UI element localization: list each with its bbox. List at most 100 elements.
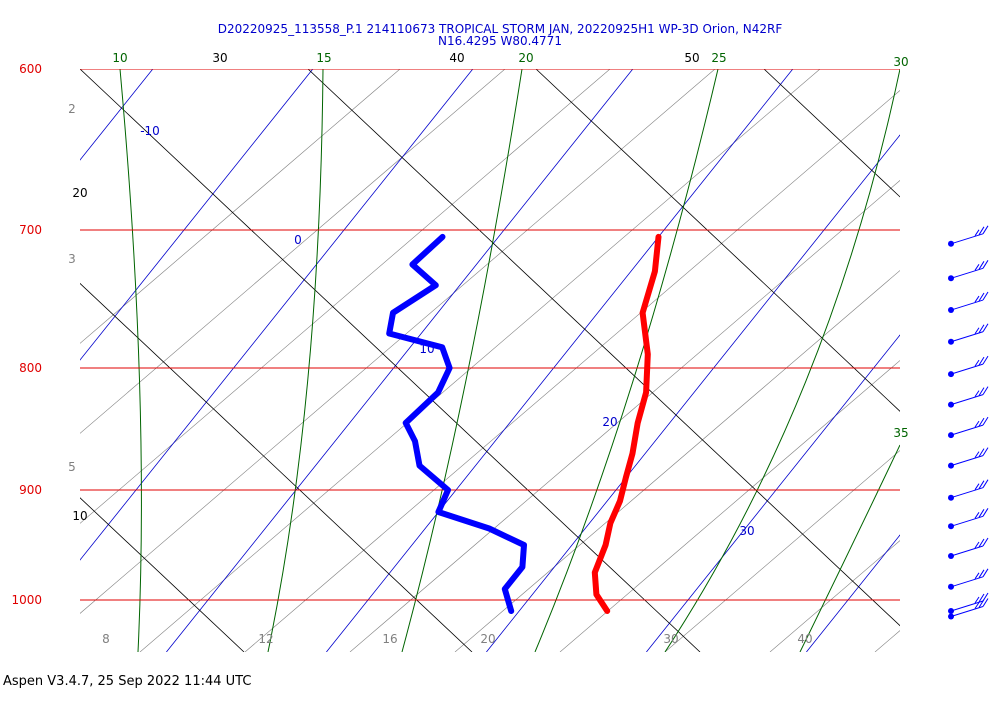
wind-barb-flag: [974, 572, 980, 580]
wind-barb-flag: [978, 599, 985, 608]
wind-barb-flag: [978, 448, 985, 457]
wind-barb-flag: [978, 226, 985, 236]
dry-adiabat-line: [80, 69, 701, 652]
mixing-ratio-line: [80, 69, 611, 524]
mixing-ratio-line: [80, 69, 506, 434]
saturated-adiabat-label: 10: [112, 51, 127, 65]
wind-barb-flag: [982, 355, 989, 365]
wind-barb-flag: [978, 593, 985, 603]
mixing-ratio-line: [980, 69, 1000, 652]
wind-barb-flag: [974, 512, 980, 519]
wind-barb-staff: [950, 545, 984, 557]
isotherm-line: [486, 134, 900, 652]
pressure-label: 700: [19, 223, 42, 237]
isotherm-line: [166, 69, 634, 652]
mixing-ratio-line: [244, 90, 900, 652]
wind-barb-staff: [950, 455, 984, 467]
mixing-ratio-label: 3: [68, 252, 76, 266]
mixing-ratio-label: 12: [258, 632, 273, 646]
wind-barb-flag: [978, 417, 985, 427]
isotherm-line: [80, 69, 314, 361]
dry-adiabat-label: 20: [72, 186, 87, 200]
mixing-ratio-label: 20: [480, 632, 495, 646]
dry-adiabat-label: 10: [72, 509, 87, 523]
dry-adiabat-line: [0, 69, 16, 652]
isotherm-label: 30: [739, 524, 754, 538]
saturated-adiabat-line: [119, 69, 142, 652]
saturated-adiabat-label: 25: [711, 51, 726, 65]
mixing-ratio-line: [139, 69, 821, 652]
wind-barb-flag: [982, 537, 989, 547]
wind-barb-flag: [978, 569, 985, 579]
isotherm-label: -10: [140, 124, 160, 138]
dry-adiabat-label: 50: [684, 51, 699, 65]
pressure-label: 600: [19, 62, 42, 76]
wind-barb-flag: [974, 451, 980, 458]
saturated-adiabat-line: [664, 69, 900, 652]
wind-barb-staff: [950, 576, 984, 588]
wind-barb-flag: [982, 447, 989, 456]
isotherm-line: [326, 69, 794, 652]
mixing-ratio-label: 16: [382, 632, 397, 646]
profiles: [386, 233, 662, 614]
wind-barb-flag: [982, 479, 989, 488]
mixing-ratio-line: [454, 270, 900, 652]
saturated-adiabat-line: [401, 69, 523, 652]
mixing-ratio-label: 5: [68, 460, 76, 474]
isotherm-line: [966, 69, 1000, 652]
wind-barb-staff: [950, 600, 984, 612]
wind-barb-flag: [974, 602, 980, 609]
wind-barb-flag: [974, 596, 980, 604]
chart-subtitle: N16.4295 W80.4771: [438, 34, 562, 48]
chart-title: D20220925_113558_P.1 214110673 TROPICAL …: [218, 22, 783, 36]
wind-barb-flag: [982, 225, 989, 235]
wind-barb-flag: [974, 327, 980, 335]
mixing-ratio-line: [769, 540, 900, 652]
wind-barb-staff: [950, 363, 984, 375]
wind-barb-staff: [950, 267, 984, 279]
mixing-ratio-line: [80, 69, 716, 614]
wind-barb-staff: [950, 331, 984, 343]
wind-barb-flag: [982, 508, 989, 517]
mixing-ratio-line: [80, 69, 401, 344]
pressure-label: 800: [19, 361, 42, 375]
wind-barb-flag: [982, 568, 989, 578]
wind-barb-flag: [974, 229, 980, 237]
wind-barb-flag: [978, 261, 985, 270]
grid-lines: [0, 69, 1000, 652]
mixing-ratio-line: [349, 180, 900, 652]
isotherm-label: 0: [294, 233, 302, 247]
wind-barb-staff: [950, 233, 984, 245]
wind-barb-staff: [950, 487, 984, 499]
pressure-label: 900: [19, 483, 42, 497]
mixing-ratio-label: 2: [68, 102, 76, 116]
saturated-adiabat-label: 15: [316, 51, 331, 65]
wind-barb-staff: [950, 606, 984, 617]
wind-barb-flag: [978, 480, 985, 489]
isotherm-label: 20: [602, 415, 617, 429]
saturated-adiabat-line: [267, 69, 324, 652]
saturated-adiabat-label: 35: [893, 426, 908, 440]
wind-barb-staff: [950, 394, 984, 406]
dry-adiabat-label: 40: [449, 51, 464, 65]
wind-barb-staff: [950, 515, 984, 527]
wind-barb-flag: [978, 538, 985, 548]
dry-adiabat-line: [763, 69, 900, 198]
wind-barb-staff: [950, 424, 984, 436]
mixing-ratio-line: [664, 450, 900, 652]
wind-barb-flag: [974, 483, 980, 490]
wind-barb-flag: [974, 420, 980, 428]
wind-barb-flag: [982, 386, 989, 395]
dry-adiabat-label: 30: [212, 51, 227, 65]
mixing-ratio-label: 30: [663, 632, 678, 646]
dry-adiabat-line: [535, 69, 900, 412]
wind-barb-flag: [982, 416, 989, 426]
wind-barb-flag: [974, 390, 980, 397]
dry-adiabat-line: [307, 69, 900, 627]
pressure-label: 1000: [11, 593, 42, 607]
wind-barb-flag: [974, 541, 980, 549]
footer-text: Aspen V3.4.7, 25 Sep 2022 11:44 UTC: [3, 674, 252, 689]
